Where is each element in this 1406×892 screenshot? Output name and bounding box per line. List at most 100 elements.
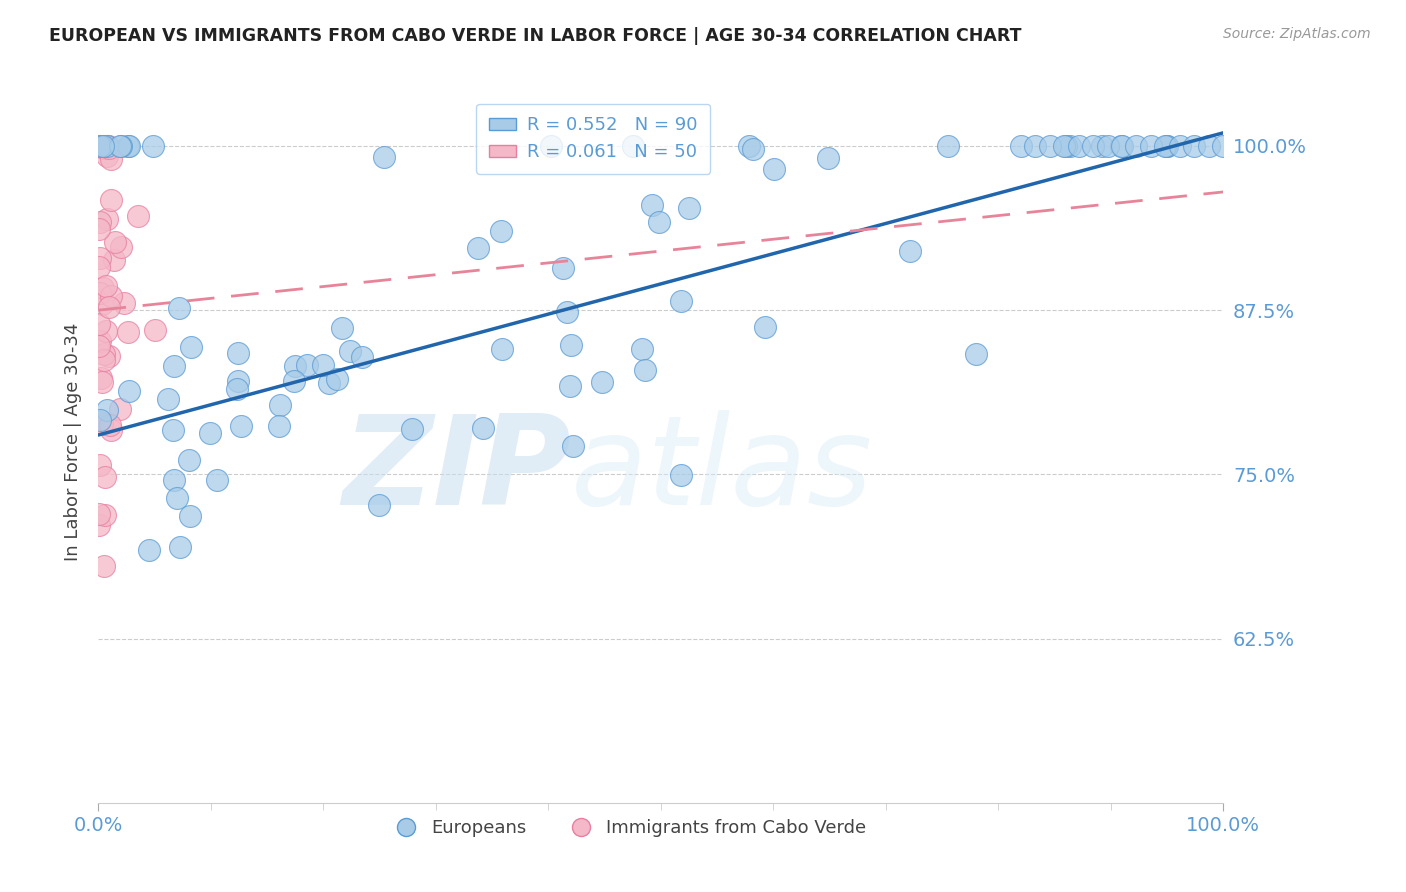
Point	[339, 344, 361, 359]
Point	[630, 342, 652, 356]
Point	[89, 415, 111, 429]
Point	[560, 338, 582, 352]
Point	[1182, 139, 1205, 153]
Point	[100, 423, 122, 437]
Point	[117, 325, 139, 339]
Point	[198, 425, 221, 440]
Point	[1212, 139, 1234, 153]
Point	[965, 347, 987, 361]
Point	[96, 149, 118, 163]
Point	[936, 139, 959, 153]
Point	[177, 452, 200, 467]
Point	[557, 304, 579, 318]
Point	[89, 507, 111, 521]
Point	[1154, 139, 1177, 153]
Point	[87, 139, 110, 153]
Text: ZIP: ZIP	[342, 410, 571, 531]
Point	[89, 252, 111, 266]
Point	[90, 417, 112, 431]
Point	[180, 340, 202, 354]
Point	[96, 402, 118, 417]
Point	[472, 421, 495, 435]
Point	[737, 139, 759, 153]
Point	[367, 498, 389, 512]
Point	[142, 139, 165, 153]
Point	[1140, 139, 1163, 153]
Point	[166, 491, 188, 506]
Point	[127, 209, 149, 223]
Point	[100, 193, 122, 207]
Point	[98, 301, 121, 315]
Point	[641, 198, 664, 212]
Point	[226, 382, 249, 396]
Point	[1091, 139, 1114, 153]
Point	[87, 517, 110, 532]
Point	[96, 139, 118, 153]
Point	[89, 285, 111, 300]
Point	[97, 139, 120, 153]
Point	[1097, 139, 1119, 153]
Point	[93, 353, 115, 368]
Point	[284, 359, 307, 373]
Text: EUROPEAN VS IMMIGRANTS FROM CABO VERDE IN LABOR FORCE | AGE 30-34 CORRELATION CH: EUROPEAN VS IMMIGRANTS FROM CABO VERDE I…	[49, 27, 1022, 45]
Point	[169, 301, 191, 316]
Point	[898, 244, 921, 258]
Point	[634, 363, 657, 377]
Y-axis label: In Labor Force | Age 30-34: In Labor Force | Age 30-34	[63, 322, 82, 561]
Point	[87, 221, 110, 235]
Point	[763, 162, 786, 177]
Text: atlas: atlas	[571, 410, 873, 531]
Point	[269, 398, 291, 412]
Point	[138, 542, 160, 557]
Point	[87, 139, 110, 153]
Point	[98, 417, 121, 432]
Point	[560, 379, 582, 393]
Text: Source: ZipAtlas.com: Source: ZipAtlas.com	[1223, 27, 1371, 41]
Point	[93, 347, 115, 361]
Point	[352, 350, 374, 364]
Point	[87, 260, 110, 275]
Point	[110, 239, 132, 253]
Point	[754, 320, 776, 334]
Point	[89, 139, 111, 153]
Point	[1111, 139, 1133, 153]
Point	[163, 474, 186, 488]
Point	[110, 139, 132, 153]
Point	[330, 321, 353, 335]
Point	[91, 375, 114, 389]
Point	[100, 289, 122, 303]
Point	[540, 139, 562, 153]
Point	[98, 141, 121, 155]
Point	[226, 346, 249, 360]
Point	[1168, 139, 1191, 153]
Point	[89, 215, 111, 229]
Point	[96, 324, 118, 338]
Point	[817, 151, 839, 165]
Point	[93, 141, 115, 155]
Point	[297, 358, 319, 372]
Point	[89, 413, 111, 427]
Point	[103, 235, 125, 250]
Point	[90, 371, 112, 385]
Point	[1198, 139, 1220, 153]
Point	[89, 458, 111, 472]
Point	[117, 139, 139, 153]
Point	[1125, 139, 1147, 153]
Point	[93, 469, 115, 483]
Point	[94, 139, 117, 153]
Point	[401, 421, 423, 435]
Point	[1054, 139, 1077, 153]
Point	[162, 423, 184, 437]
Point	[89, 318, 111, 332]
Point	[108, 401, 131, 416]
Point	[553, 261, 575, 276]
Point	[1010, 139, 1032, 153]
Point	[96, 212, 118, 227]
Point	[1067, 139, 1090, 153]
Point	[91, 281, 114, 295]
Point	[669, 293, 692, 308]
Point	[741, 142, 763, 156]
Point	[97, 349, 120, 363]
Point	[467, 241, 489, 255]
Point	[1024, 139, 1046, 153]
